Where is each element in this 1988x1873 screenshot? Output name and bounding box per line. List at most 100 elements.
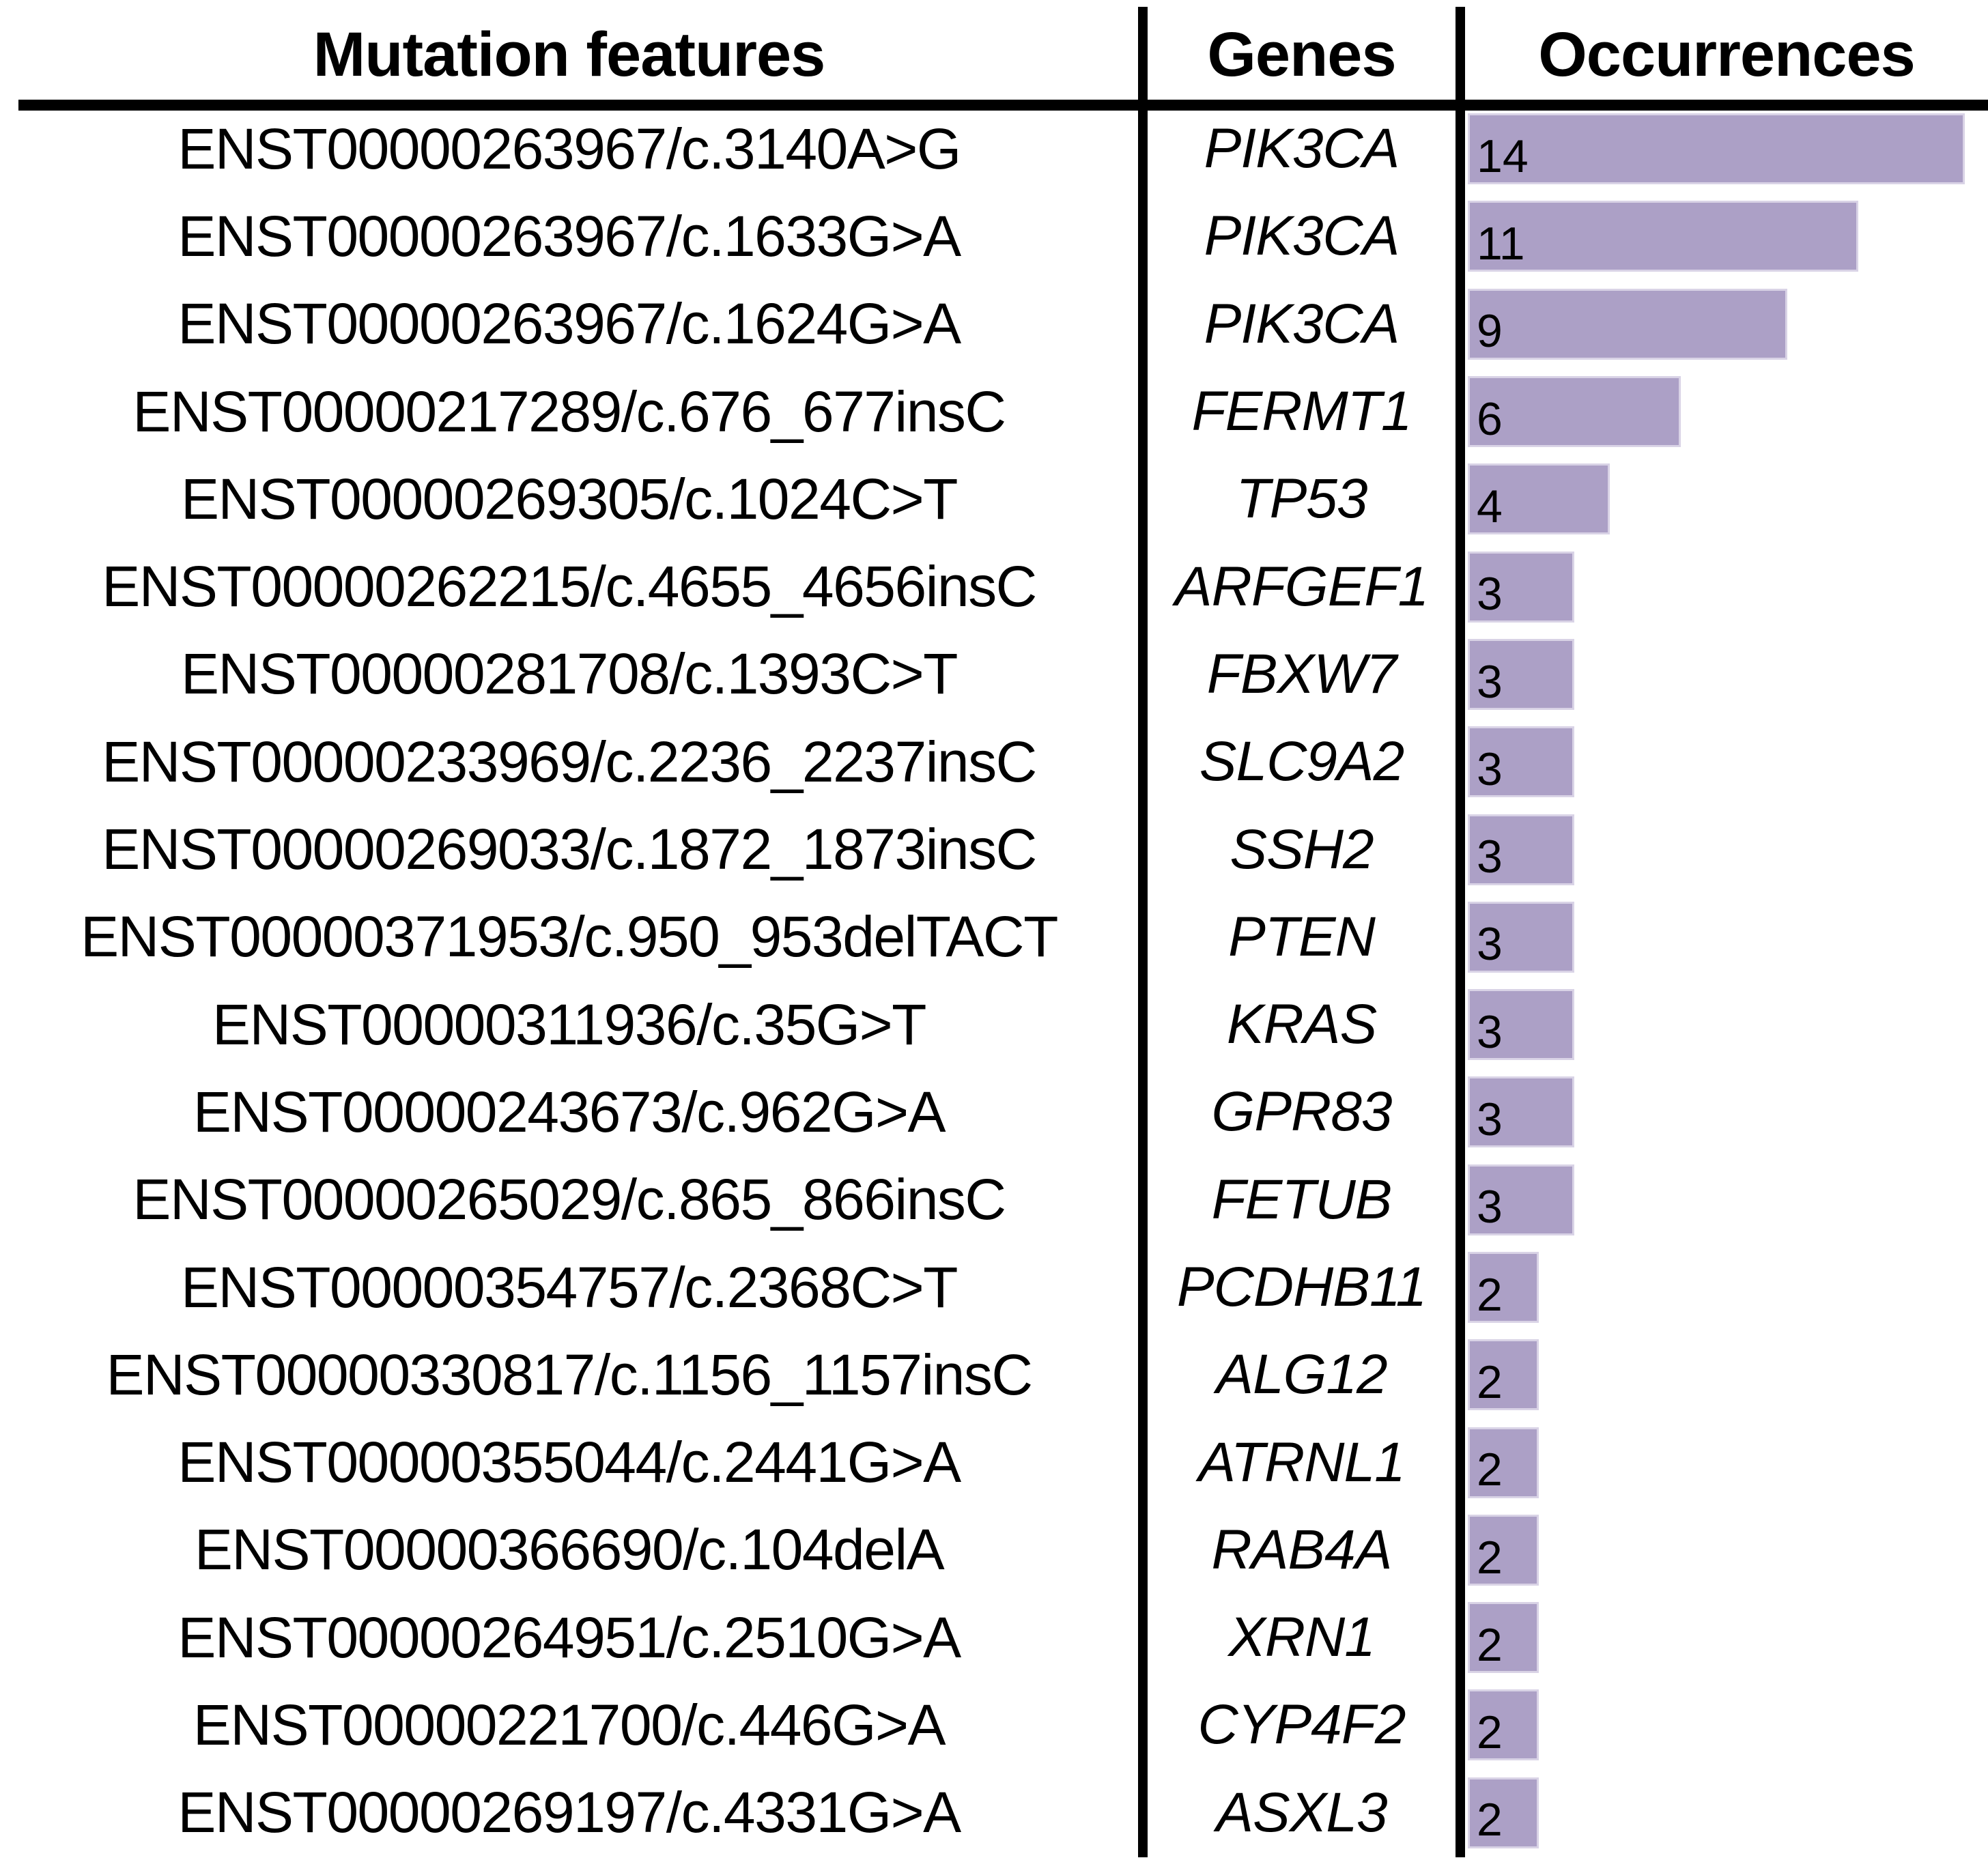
table-header: Mutation features Genes Occurrences bbox=[0, 0, 1988, 100]
table-row: ENST00000264951/c.2510G>A XRN1 2 bbox=[0, 1594, 1988, 1681]
table-row: ENST00000269305/c.1024C>T TP53 4 bbox=[0, 455, 1988, 543]
mutation-feature-label: ENST00000311936/c.35G>T bbox=[212, 992, 927, 1057]
gene-label: GPR83 bbox=[1211, 1081, 1393, 1143]
table-row: ENST00000354757/c.2368C>T PCDHB11 2 bbox=[0, 1244, 1988, 1331]
mutation-feature-label: ENST00000269305/c.1024C>T bbox=[181, 466, 958, 531]
occurrence-value: 11 bbox=[1477, 218, 1525, 270]
header-occurrences: Occurrences bbox=[1538, 19, 1916, 89]
table-row: ENST00000263967/c.1633G>A PIK3CA 11 bbox=[0, 192, 1988, 280]
table-row: ENST00000262215/c.4655_4656insC ARFGEF1 … bbox=[0, 543, 1988, 630]
occurrence-bar: 2 bbox=[1468, 1427, 1539, 1498]
occurrence-cell: 2 bbox=[1465, 1594, 1988, 1681]
occurrence-cell: 3 bbox=[1465, 1156, 1988, 1244]
mutation-feature-label: ENST00000354757/c.2368C>T bbox=[181, 1255, 958, 1319]
occurrence-bar: 3 bbox=[1468, 814, 1574, 885]
occurrence-bar: 3 bbox=[1468, 1164, 1574, 1235]
occurrence-value: 3 bbox=[1477, 918, 1503, 971]
gene-label: ALG12 bbox=[1216, 1343, 1387, 1406]
occurrence-cell: 2 bbox=[1465, 1331, 1988, 1418]
occurrence-value: 3 bbox=[1477, 1181, 1503, 1233]
table-row: ENST00000269033/c.1872_1873insC SSH2 3 bbox=[0, 805, 1988, 893]
occurrence-value: 2 bbox=[1477, 1618, 1503, 1671]
occurrence-bar: 2 bbox=[1468, 1339, 1539, 1411]
occurrence-bar: 2 bbox=[1468, 1252, 1539, 1323]
gene-label: FETUB bbox=[1211, 1168, 1393, 1231]
occurrence-cell: 2 bbox=[1465, 1769, 1988, 1857]
occurrence-value: 2 bbox=[1477, 1356, 1503, 1408]
occurrence-value: 3 bbox=[1477, 568, 1503, 620]
occurrence-bar: 3 bbox=[1468, 1076, 1574, 1148]
occurrence-value: 4 bbox=[1477, 480, 1503, 532]
mutation-feature-label: ENST00000263967/c.1633G>A bbox=[178, 203, 961, 268]
gene-label: ASXL3 bbox=[1216, 1781, 1387, 1844]
mutation-feature-label: ENST00000330817/c.1156_1157insC bbox=[106, 1342, 1033, 1407]
occurrence-value: 3 bbox=[1477, 743, 1503, 795]
occurrence-cell: 2 bbox=[1465, 1681, 1988, 1769]
occurrence-bar: 2 bbox=[1468, 1777, 1539, 1848]
gene-label: TP53 bbox=[1236, 468, 1368, 530]
gene-label: SSH2 bbox=[1230, 818, 1374, 881]
mutation-feature-label: ENST00000371953/c.950_953delTACT bbox=[81, 904, 1058, 969]
occurrence-cell: 4 bbox=[1465, 455, 1988, 543]
table-row: ENST00000221700/c.446G>A CYP4F2 2 bbox=[0, 1681, 1988, 1769]
table-row: ENST00000355044/c.2441G>A ATRNL1 2 bbox=[0, 1418, 1988, 1506]
occurrence-cell: 2 bbox=[1465, 1418, 1988, 1506]
mutation-feature-label: ENST00000262215/c.4655_4656insC bbox=[102, 554, 1037, 619]
mutation-feature-label: ENST00000269197/c.4331G>A bbox=[178, 1780, 961, 1845]
gene-label: XRN1 bbox=[1228, 1606, 1376, 1669]
mutation-feature-label: ENST00000221700/c.446G>A bbox=[193, 1692, 946, 1757]
occurrence-cell: 2 bbox=[1465, 1244, 1988, 1331]
occurrence-cell: 3 bbox=[1465, 631, 1988, 718]
gene-label: PIK3CA bbox=[1204, 117, 1400, 180]
occurrence-bar: 2 bbox=[1468, 1689, 1539, 1761]
occurrence-bar: 4 bbox=[1468, 463, 1610, 535]
column-divider-1 bbox=[1138, 7, 1148, 1857]
occurrence-cell: 3 bbox=[1465, 718, 1988, 805]
occurrence-value: 2 bbox=[1477, 1531, 1503, 1584]
gene-label: PIK3CA bbox=[1204, 205, 1400, 268]
occurrence-bar: 9 bbox=[1468, 288, 1787, 360]
occurrence-bar: 2 bbox=[1468, 1514, 1539, 1586]
occurrence-cell: 3 bbox=[1465, 981, 1988, 1068]
column-divider-2 bbox=[1456, 7, 1465, 1857]
occurrence-value: 3 bbox=[1477, 1005, 1503, 1058]
occurrence-cell: 9 bbox=[1465, 281, 1988, 368]
table-row: ENST00000311936/c.35G>T KRAS 3 bbox=[0, 981, 1988, 1068]
mutation-feature-label: ENST00000269033/c.1872_1873insC bbox=[102, 817, 1037, 882]
table-row: ENST00000371953/c.950_953delTACT PTEN 3 bbox=[0, 893, 1988, 981]
occurrence-value: 2 bbox=[1477, 1444, 1503, 1496]
occurrence-value: 2 bbox=[1477, 1268, 1503, 1321]
table-row: ENST00000269197/c.4331G>A ASXL3 2 bbox=[0, 1769, 1988, 1857]
occurrence-cell: 2 bbox=[1465, 1506, 1988, 1594]
mutation-feature-label: ENST00000233969/c.2236_2237insC bbox=[102, 729, 1037, 794]
table-row: ENST00000265029/c.865_866insC FETUB 3 bbox=[0, 1156, 1988, 1244]
table-row: ENST00000330817/c.1156_1157insC ALG12 2 bbox=[0, 1331, 1988, 1418]
mutation-feature-label: ENST00000265029/c.865_866insC bbox=[132, 1167, 1006, 1232]
occurrence-value: 2 bbox=[1477, 1706, 1503, 1759]
gene-label: FERMT1 bbox=[1191, 380, 1412, 443]
occurrence-bar: 3 bbox=[1468, 901, 1574, 973]
table-row: ENST00000263967/c.3140A>G PIK3CA 14 bbox=[0, 105, 1988, 192]
occurrence-value: 9 bbox=[1477, 305, 1503, 358]
mutation-feature-label: ENST00000355044/c.2441G>A bbox=[178, 1430, 961, 1495]
mutation-feature-label: ENST00000263967/c.3140A>G bbox=[178, 116, 961, 181]
occurrence-cell: 3 bbox=[1465, 1068, 1988, 1156]
occurrence-cell: 14 bbox=[1465, 105, 1988, 192]
table-row: ENST00000366690/c.104delA RAB4A 2 bbox=[0, 1506, 1988, 1594]
occurrence-cell: 3 bbox=[1465, 543, 1988, 630]
mutation-feature-label: ENST00000281708/c.1393C>T bbox=[181, 642, 958, 706]
mutation-feature-label: ENST00000366690/c.104delA bbox=[194, 1517, 945, 1582]
gene-label: PIK3CA bbox=[1204, 292, 1400, 355]
occurrence-bar: 3 bbox=[1468, 638, 1574, 710]
occurrence-value: 2 bbox=[1477, 1794, 1503, 1846]
occurrence-value: 3 bbox=[1477, 831, 1503, 883]
occurrence-bar: 3 bbox=[1468, 726, 1574, 798]
gene-label: PCDHB11 bbox=[1176, 1256, 1427, 1318]
table-row: ENST00000281708/c.1393C>T FBXW7 3 bbox=[0, 631, 1988, 718]
gene-label: FBXW7 bbox=[1206, 642, 1397, 705]
header-mutation-features: Mutation features bbox=[313, 19, 826, 89]
header-genes: Genes bbox=[1207, 19, 1396, 89]
gene-label: PTEN bbox=[1228, 905, 1376, 968]
occurrence-bar: 3 bbox=[1468, 989, 1574, 1061]
